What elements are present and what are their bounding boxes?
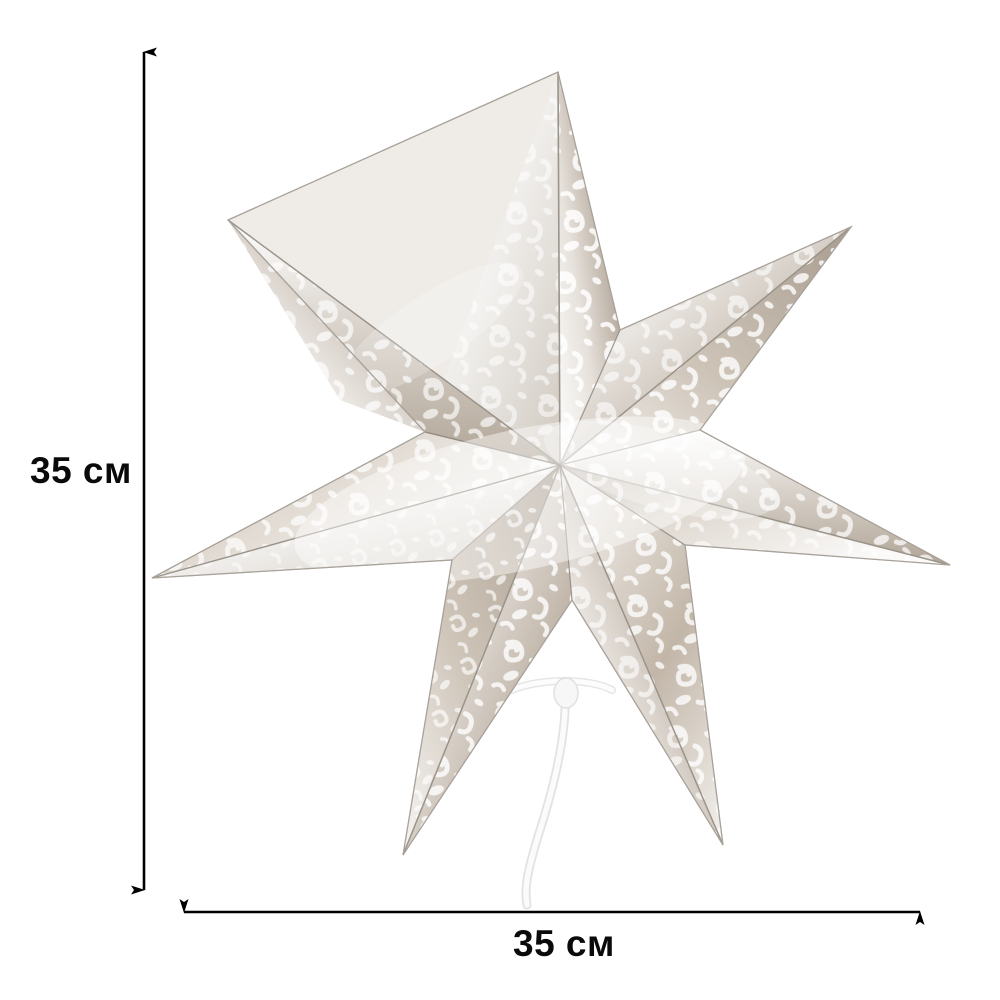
star-specular-highlight	[294, 262, 776, 584]
star-lantern	[151, 71, 951, 856]
star-point-right	[559, 430, 951, 566]
star-fold-lines	[424, 329, 701, 601]
star-point-lower-left	[402, 464, 572, 856]
power-cable	[508, 677, 616, 910]
star-point-upper-right	[559, 226, 852, 466]
star-point-top	[425, 71, 620, 466]
star-outline	[151, 71, 951, 856]
height-dimension-label: 35 см	[30, 450, 132, 491]
width-dimension-label: 35 см	[513, 923, 615, 964]
star-point-lower-right	[559, 464, 724, 846]
star-point-left	[151, 432, 561, 579]
